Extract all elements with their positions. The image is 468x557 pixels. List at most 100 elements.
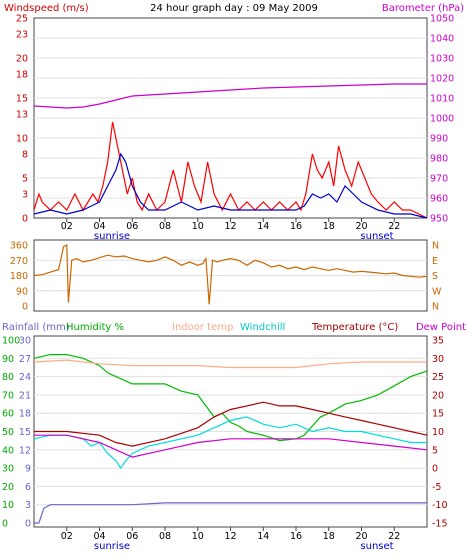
right-tick-barometer: 960 xyxy=(430,194,448,205)
series-line-direction-0 xyxy=(33,244,428,305)
x-tick-label: 14 xyxy=(257,531,269,542)
left-tick-windspeed: 20 xyxy=(16,54,28,65)
left-tick-humidity: 20 xyxy=(2,482,14,493)
right-tick-barometer: 1010 xyxy=(430,94,454,105)
x-tick-label: 16 xyxy=(290,221,302,232)
right-tick-temperature: 5 xyxy=(432,445,438,456)
x-tick-label: 14 xyxy=(257,221,269,232)
right-tick-barometer: 1050 xyxy=(430,14,454,25)
sunrise-label-top: sunrise xyxy=(94,231,130,242)
right-tick-barometer: 1040 xyxy=(430,34,454,45)
right-tick-temperature: 25 xyxy=(432,372,444,383)
left-tick-windspeed: 18 xyxy=(16,70,28,81)
right-tick-barometer: 1000 xyxy=(430,114,454,125)
left-tick-windspeed: 15 xyxy=(16,94,28,105)
x-tick-label: 08 xyxy=(159,221,171,232)
left-tick-humidity: 90 xyxy=(2,354,14,365)
series-line-wind-0 xyxy=(33,121,428,219)
x-tick-label: 22 xyxy=(388,221,400,232)
x-tick-label: 10 xyxy=(192,531,204,542)
left-tick-rainfall: 9 xyxy=(25,464,31,475)
x-tick-label: 10 xyxy=(192,221,204,232)
legend-indoor-temp: Indoor temp xyxy=(172,322,233,333)
right-tick-temperature: 20 xyxy=(432,390,444,401)
left-tick-rainfall: 3 xyxy=(25,500,31,511)
legend-humidity: Humidity % xyxy=(66,322,124,333)
right-tick-barometer: 1020 xyxy=(430,74,454,85)
right-tick-compass: E xyxy=(432,256,438,267)
legend-rainfall: Rainfall (mm) xyxy=(2,322,70,333)
series-line-wind-2 xyxy=(33,83,427,109)
x-tick-label: 12 xyxy=(224,531,236,542)
right-tick-barometer: 950 xyxy=(430,214,448,225)
right-tick-temperature: 30 xyxy=(432,354,444,365)
left-tick-humidity: 80 xyxy=(2,372,14,383)
legend-dew-point: Dew Point xyxy=(416,322,466,333)
left-tick-direction: 270 xyxy=(10,256,28,267)
right-tick-compass: N xyxy=(432,241,439,252)
x-tick-label: 06 xyxy=(126,531,138,542)
left-tick-humidity: 10 xyxy=(2,500,14,511)
right-tick-barometer: 970 xyxy=(430,174,448,185)
x-tick-label: 06 xyxy=(126,221,138,232)
x-tick-label: 12 xyxy=(224,221,236,232)
left-tick-direction: 360 xyxy=(10,241,28,252)
legend-windchill: Windchill xyxy=(240,322,285,333)
left-tick-windspeed: 3 xyxy=(22,190,28,201)
right-tick-barometer: 980 xyxy=(430,154,448,165)
right-tick-compass: W xyxy=(432,286,442,297)
right-tick-compass: N xyxy=(432,302,439,313)
sunrise-label-bottom: sunrise xyxy=(94,541,130,552)
series-line-temp-5 xyxy=(34,502,427,524)
x-tick-label: 02 xyxy=(61,531,73,542)
right-tick-temperature: 15 xyxy=(432,409,444,420)
left-tick-windspeed: 0 xyxy=(22,214,28,225)
series-line-temp-2 xyxy=(33,416,427,470)
left-tick-windspeed: 5 xyxy=(22,174,28,185)
left-tick-windspeed: 23 xyxy=(16,30,28,41)
left-tick-rainfall: 27 xyxy=(19,354,31,365)
left-tick-rainfall: 21 xyxy=(19,390,31,401)
left-tick-humidity: 40 xyxy=(2,445,14,456)
x-tick-label: 02 xyxy=(61,221,73,232)
left-tick-direction: 0 xyxy=(22,302,28,313)
x-tick-label: 18 xyxy=(323,531,335,542)
left-axis-title-windspeed: Windspeed (m/s) xyxy=(4,3,89,14)
right-tick-temperature: -10 xyxy=(432,500,448,511)
sunset-label-top: sunset xyxy=(360,231,393,242)
x-tick-label: 04 xyxy=(93,531,105,542)
x-tick-label: 18 xyxy=(323,221,335,232)
left-tick-rainfall: 6 xyxy=(25,482,31,493)
sunset-label-bottom: sunset xyxy=(360,541,393,552)
left-tick-rainfall: 0 xyxy=(25,519,31,530)
left-tick-windspeed: 10 xyxy=(16,134,28,145)
x-tick-label: 08 xyxy=(159,531,171,542)
legend-temperature: Temperature (°C) xyxy=(311,322,398,333)
x-tick-label: 20 xyxy=(355,221,367,232)
right-tick-barometer: 990 xyxy=(430,134,448,145)
left-tick-humidity: 70 xyxy=(2,390,14,401)
x-tick-label: 16 xyxy=(290,531,302,542)
x-tick-label: 04 xyxy=(93,221,105,232)
left-tick-windspeed: 8 xyxy=(22,150,28,161)
left-tick-humidity: 30 xyxy=(2,464,14,475)
left-tick-humidity: 0 xyxy=(2,519,8,530)
right-tick-temperature: 0 xyxy=(432,464,438,475)
left-tick-humidity: 60 xyxy=(2,409,14,420)
right-tick-temperature: 35 xyxy=(432,336,444,347)
left-tick-rainfall: 15 xyxy=(19,427,31,438)
left-tick-direction: 90 xyxy=(16,286,28,297)
left-tick-humidity: 50 xyxy=(2,427,14,438)
right-tick-barometer: 1030 xyxy=(430,54,454,65)
series-line-temp-1 xyxy=(33,359,427,369)
right-axis-title-barometer: Barometer (hPa) xyxy=(382,3,464,14)
left-tick-rainfall: 18 xyxy=(19,409,31,420)
left-tick-direction: 180 xyxy=(10,271,28,282)
chart-title: 24 hour graph day : 09 May 2009 xyxy=(150,3,318,14)
left-tick-rainfall: 12 xyxy=(19,445,31,456)
right-tick-temperature: -15 xyxy=(432,519,448,530)
right-tick-temperature: -5 xyxy=(432,482,441,493)
left-tick-humidity: 100 xyxy=(2,336,20,347)
series-line-wind-1 xyxy=(33,152,428,219)
